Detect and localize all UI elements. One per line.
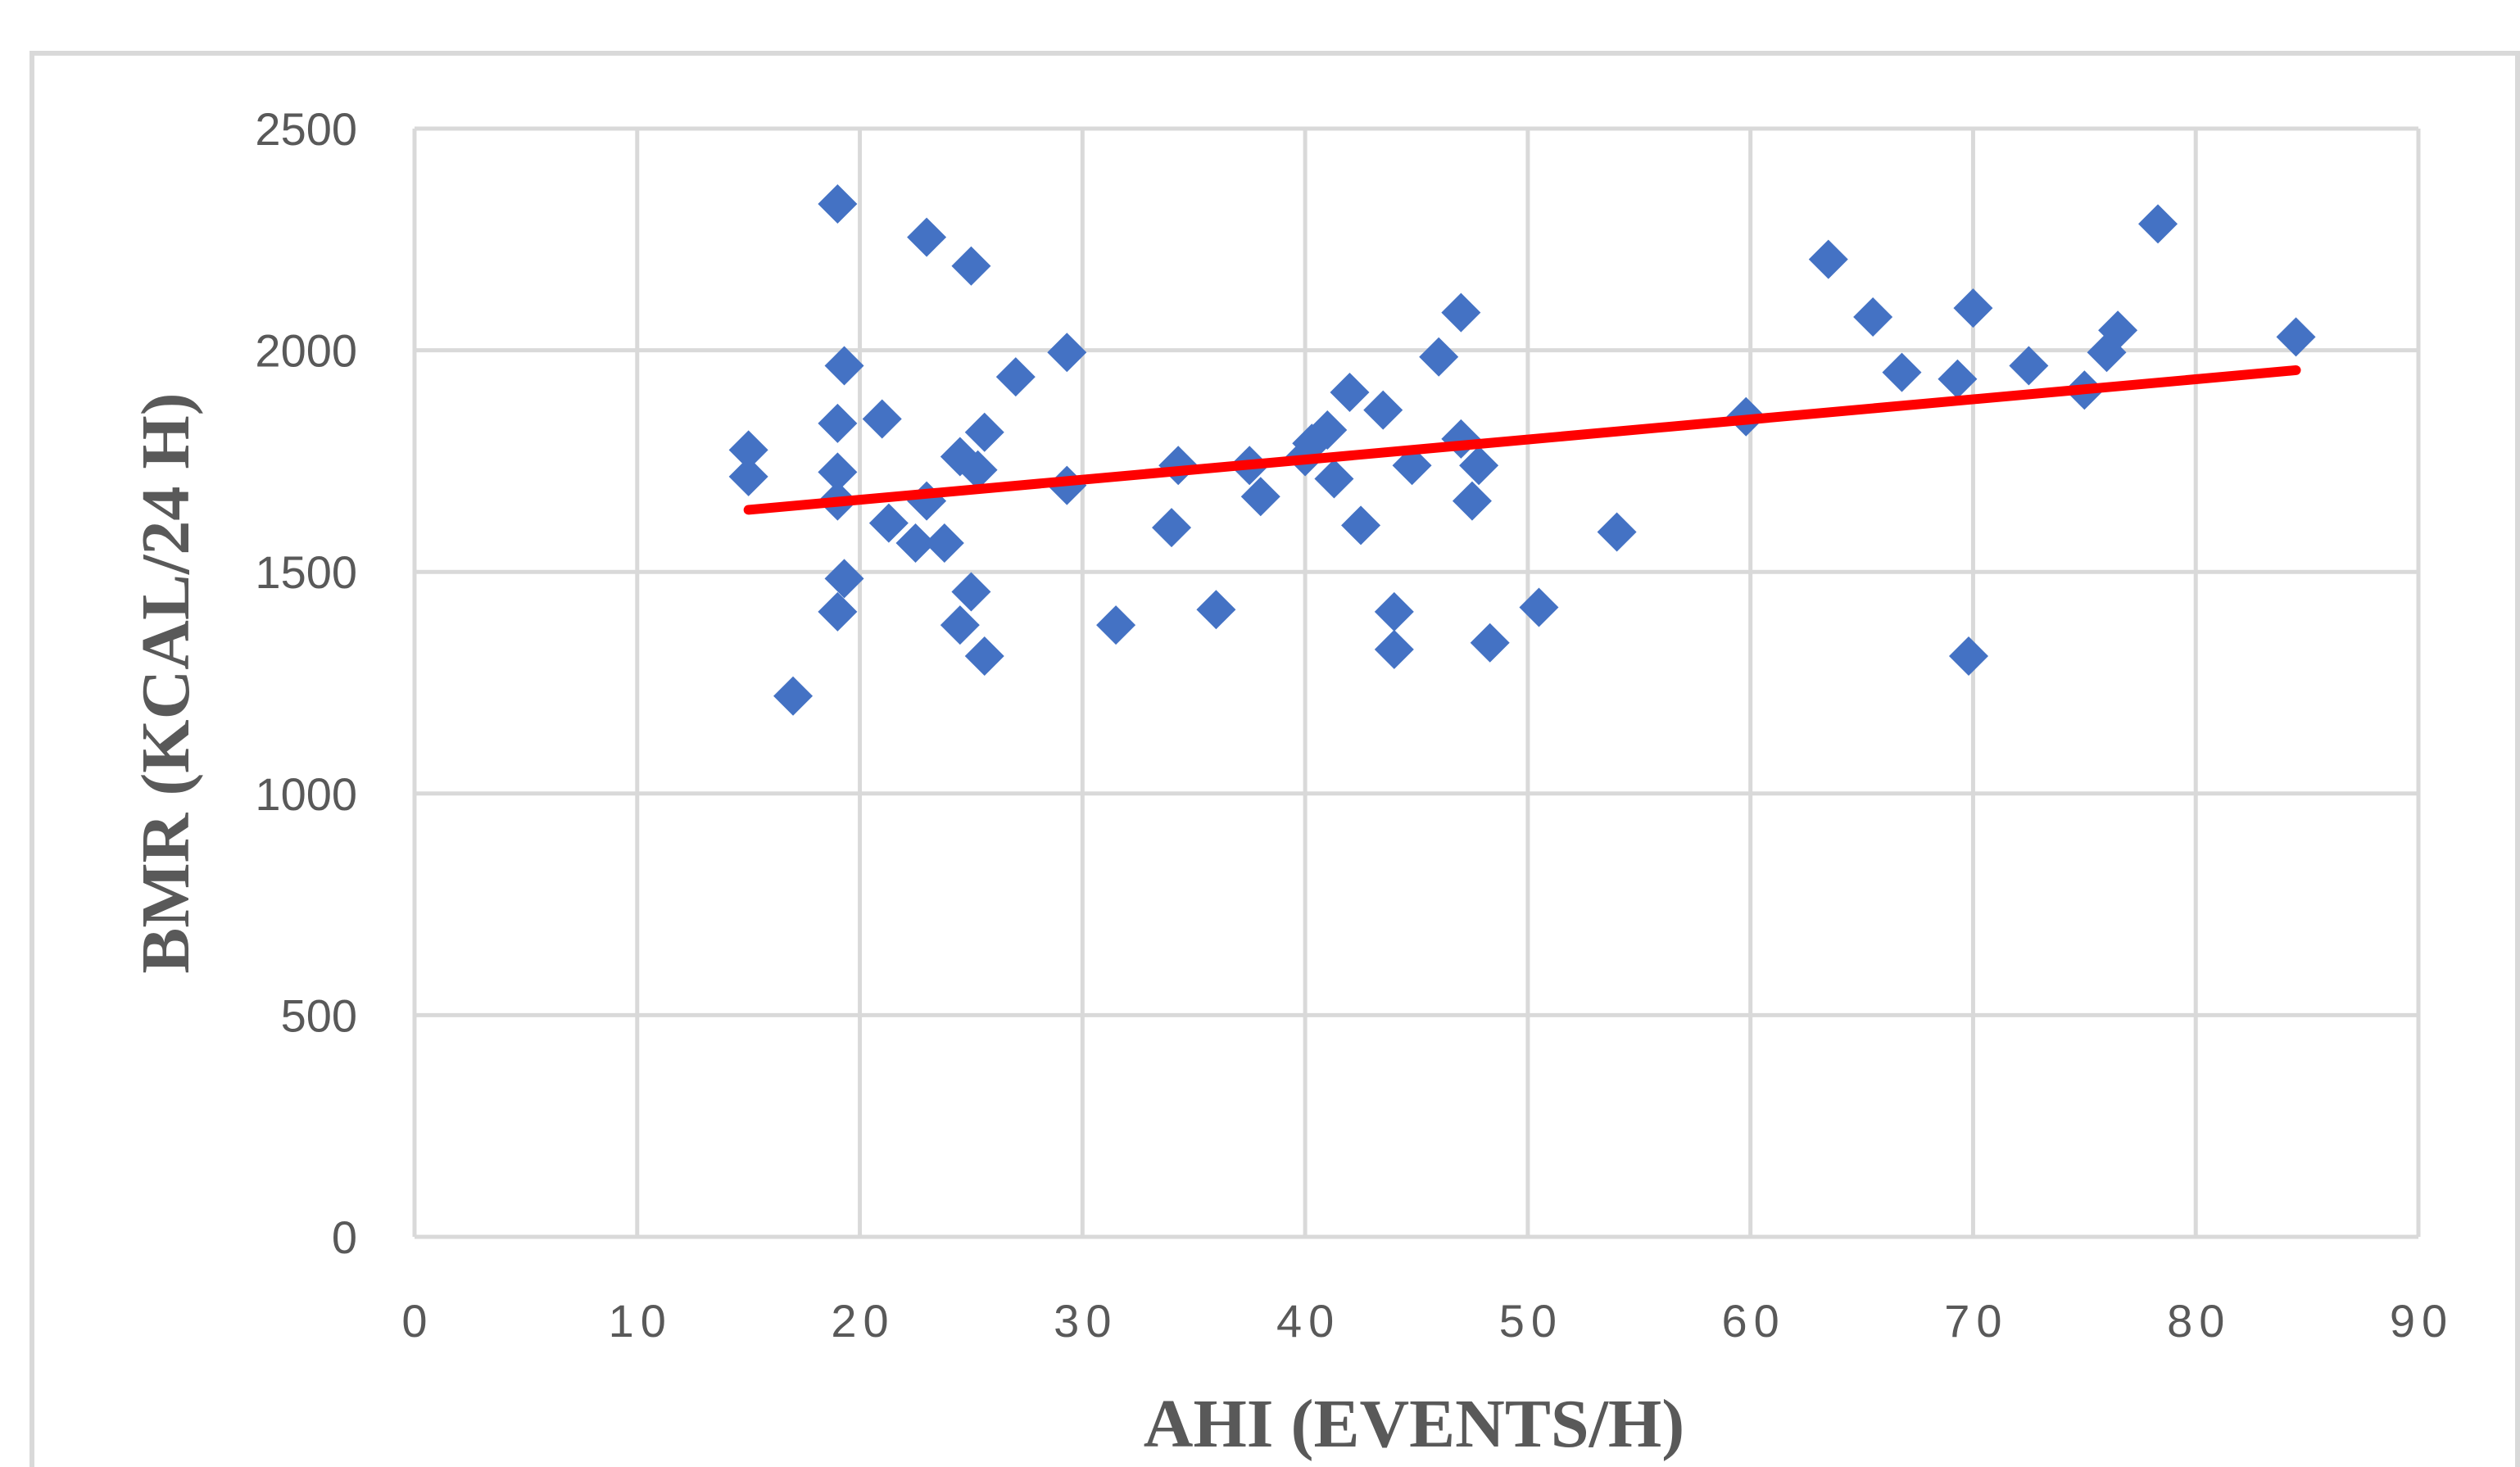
y-tick-label: 2000 — [255, 325, 357, 377]
data-point — [907, 481, 947, 521]
data-point — [728, 456, 768, 496]
x-tick-label: 70 — [1944, 1295, 2008, 1347]
data-point — [1808, 239, 1848, 279]
data-point — [964, 412, 1004, 452]
data-point — [2009, 346, 2049, 386]
data-point — [2276, 317, 2316, 357]
trendline — [743, 364, 2301, 515]
x-tick-label: 0 — [401, 1295, 433, 1347]
data-point — [818, 591, 858, 632]
data-point — [958, 450, 998, 490]
data-points — [728, 184, 2316, 716]
x-tick-label: 80 — [2167, 1295, 2231, 1347]
data-point — [1597, 512, 1637, 552]
data-point — [1441, 292, 1481, 333]
data-point — [1374, 591, 1414, 632]
data-point — [862, 399, 902, 439]
data-point — [1047, 333, 1087, 373]
y-tick-label: 1000 — [255, 768, 357, 820]
data-point — [924, 523, 964, 564]
data-point — [728, 430, 768, 470]
data-point — [818, 452, 858, 492]
data-point — [868, 503, 909, 543]
x-tick-label: 50 — [1499, 1295, 1563, 1347]
data-point — [951, 246, 991, 286]
data-point — [951, 572, 991, 612]
x-tick-label: 30 — [1054, 1295, 1117, 1347]
data-point — [907, 217, 947, 257]
data-point — [1470, 623, 1510, 663]
y-tick-label: 1500 — [255, 546, 357, 598]
x-axis-title: AHI (EVENTS/H) — [1144, 1386, 1684, 1462]
data-point — [1330, 373, 1370, 413]
data-point — [818, 184, 858, 224]
x-tick-label: 40 — [1276, 1295, 1340, 1347]
trendline-layer — [743, 364, 2301, 515]
data-point — [1152, 508, 1192, 548]
data-point — [2138, 204, 2178, 244]
data-point — [1308, 410, 1348, 451]
data-point — [824, 346, 864, 386]
data-point — [1374, 629, 1414, 669]
data-point — [1240, 477, 1280, 517]
data-point — [1363, 390, 1403, 430]
data-point — [940, 605, 980, 645]
x-tick-label: 90 — [2390, 1295, 2454, 1347]
data-point — [1519, 587, 1559, 627]
tick-labels: 0 10 20 30 40 50 60 70 80 90 0 500 1000 1500 2000 2500 — [255, 103, 2454, 1347]
data-point — [1314, 459, 1354, 499]
chart-frame — [29, 51, 2520, 1467]
grid-layer — [412, 126, 2421, 1239]
data-point — [1452, 481, 1492, 521]
data-point — [1096, 605, 1136, 645]
data-point — [2098, 310, 2138, 351]
data-point — [1459, 446, 1499, 486]
y-tick-label: 0 — [332, 1211, 357, 1263]
data-point — [1419, 337, 1459, 377]
data-point — [1341, 505, 1381, 546]
data-point — [824, 559, 864, 599]
data-point — [995, 357, 1036, 397]
data-point — [773, 676, 814, 716]
data-point — [895, 523, 936, 564]
data-point — [818, 403, 858, 443]
y-tick-label: 500 — [281, 989, 357, 1041]
x-tick-label: 10 — [609, 1295, 673, 1347]
x-tick-label: 60 — [1722, 1295, 1786, 1347]
data-point — [1853, 297, 1893, 337]
y-tick-label: 2500 — [255, 103, 357, 155]
data-point — [1882, 352, 1922, 392]
data-point — [1949, 636, 1989, 677]
data-point — [1953, 288, 1993, 328]
data-point — [964, 636, 1004, 677]
data-point — [1196, 590, 1236, 630]
data-point — [1938, 359, 1978, 399]
y-axis-title: BMR (KCAL/24 H) — [128, 392, 204, 973]
x-tick-label: 20 — [831, 1295, 895, 1347]
